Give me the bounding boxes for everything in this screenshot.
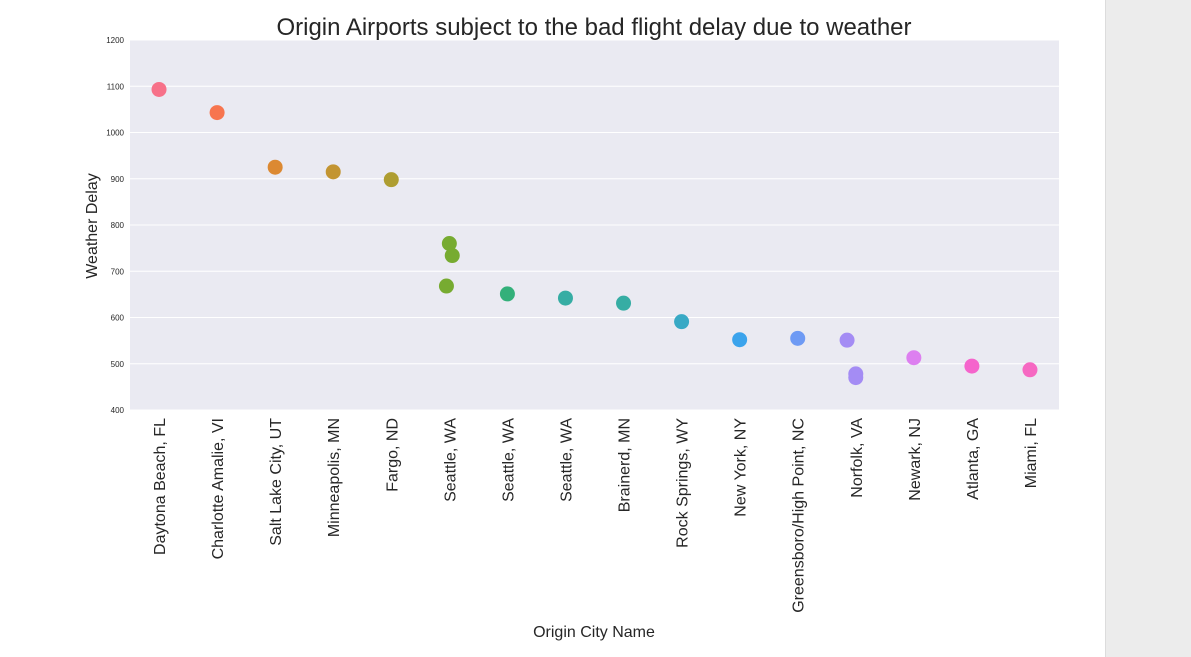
y-axis-label: Weather Delay [84,173,101,279]
data-point [438,278,454,294]
y-axis-ticks: 400 500 600 700 800 900 1000 1100 1200 [106,36,124,415]
x-tick-label: Rock Springs, WY [675,418,692,548]
y-tick-label: 600 [111,314,125,323]
x-axis-label: Origin City Name [533,624,655,641]
x-tick-label: New York, NY [733,418,750,517]
data-point [1022,362,1038,378]
data-point [444,248,460,264]
data-point [383,172,399,188]
x-tick-label: Greensboro/High Point, NC [791,418,808,613]
data-point [848,370,864,386]
y-tick-label: 500 [111,360,125,369]
y-tick-label: 400 [111,406,125,415]
x-tick-label: Newark, NJ [907,418,924,501]
x-tick-label: Daytona Beach, FL [152,418,169,555]
x-tick-label: Seattle, WA [442,418,459,502]
x-tick-label: Charlotte Amalie, VI [210,418,227,559]
data-point [267,159,283,175]
data-point [499,286,515,302]
grid-lines [130,39,1059,411]
data-point [325,164,341,180]
data-point [616,295,632,311]
y-tick-label: 800 [111,221,125,230]
x-tick-label: Atlanta, GA [965,418,982,500]
data-point [732,332,748,348]
y-tick-label: 1100 [107,82,125,91]
y-tick-label: 1200 [106,36,124,45]
data-point [790,330,806,346]
x-axis-ticks: Daytona Beach, FL Charlotte Amalie, VI Sal… [152,418,1040,613]
data-point [441,236,457,251]
x-tick-label: Fargo, ND [384,418,401,492]
x-tick-label: Seattle, WA [558,418,575,502]
chart-title: Origin Airports subject to the bad fligh… [276,14,911,41]
y-tick-label: 700 [111,267,125,276]
data-point [674,314,690,330]
x-tick-label: Brainerd, MN [617,418,634,512]
data-point [964,358,980,374]
x-tick-label: Miami, FL [1023,418,1040,488]
x-tick-label: Minneapolis, MN [326,418,343,537]
y-tick-label: 1000 [106,129,124,138]
side-panel [1105,0,1191,657]
scatter-chart: 400 500 600 700 800 900 1000 1100 1200 Daytona B… [84,14,1059,641]
x-tick-label: Seattle, WA [500,418,517,502]
data-point [839,332,855,348]
data-point [906,350,922,366]
y-tick-label: 900 [111,175,125,184]
data-point [557,290,573,306]
data-point [209,105,225,121]
x-tick-label: Norfolk, VA [849,418,866,498]
data-points [151,81,1038,386]
x-tick-label: Salt Lake City, UT [268,418,285,546]
data-point [151,81,167,97]
